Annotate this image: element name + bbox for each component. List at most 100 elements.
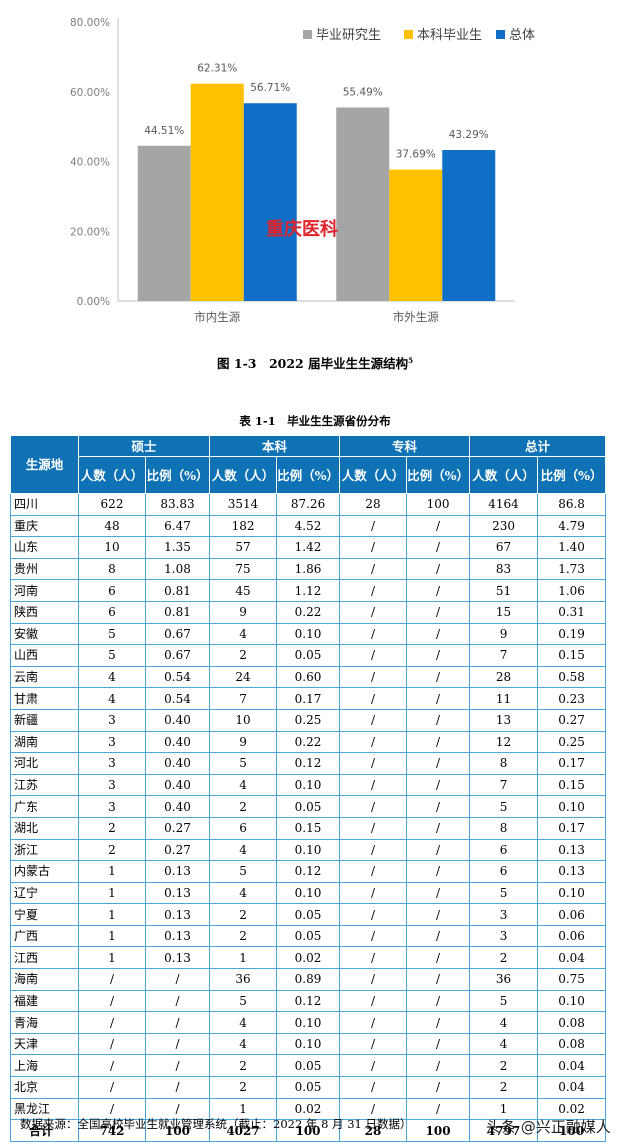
table-row: 重庆 48 6.47 182 4.52//230 4.79: [10, 514, 607, 538]
cell-undergrad-ratio: 0.05: [276, 924, 341, 948]
cell-total-count: 6: [469, 838, 539, 862]
cell-junior-count: /: [339, 752, 408, 775]
cell-junior-ratio: 100: [406, 493, 471, 516]
cell-master-count: 5: [78, 622, 146, 646]
cell-province: 山西: [10, 644, 79, 667]
cell-junior-ratio: /: [406, 968, 471, 991]
cell-junior-ratio: /: [406, 579, 471, 602]
cell-undergrad-count: 10: [209, 708, 278, 732]
cell-junior-count: /: [339, 795, 408, 818]
cell-master-ratio: /: [144, 968, 211, 991]
cell-master-ratio: 1.35: [144, 536, 211, 559]
cell-total-ratio: 0.75: [537, 968, 607, 991]
cell-province: 甘肃: [10, 687, 79, 710]
cell-total-ratio: 0.15: [537, 644, 607, 667]
cell-master-count: 3: [78, 708, 146, 732]
table-row: 湖南 3 0.40 9 0.22//12 0.25: [10, 730, 607, 754]
cell-province: 江苏: [10, 773, 79, 797]
header-count: 人数（人）: [209, 456, 278, 494]
table-row: 新疆 3 0.40 10 0.25//13 0.27: [10, 708, 607, 732]
cell-junior-count: /: [339, 946, 408, 970]
cell-junior-count: /: [339, 860, 408, 883]
cell-junior-ratio: /: [406, 687, 471, 710]
table-row: 广西 1 0.13 2 0.05//3 0.06: [10, 924, 607, 948]
cell-undergrad-ratio: 1.86: [276, 557, 341, 581]
cell-undergrad-count: 57: [209, 536, 278, 559]
cell-province: 新疆: [10, 708, 79, 732]
table-row: 河南 6 0.81 45 1.12//51 1.06: [10, 579, 607, 602]
cell-junior-ratio: /: [406, 881, 471, 905]
total-row: 合计 742 100 4027 100 28 100 4797 100: [10, 1119, 607, 1142]
cell-total-ratio: 0.04: [537, 1054, 607, 1078]
cell-master-count: /: [78, 1011, 146, 1034]
header-ratio: 比例（%）: [406, 456, 471, 494]
table-row: 云南 4 0.54 24 0.60//28 0.58: [10, 665, 607, 689]
cell-total-count: 4: [469, 1011, 539, 1034]
cell-master-ratio: 0.13: [144, 860, 211, 883]
cell-junior-ratio: /: [406, 1054, 471, 1078]
table-row: 湖北 2 0.27 6 0.15//8 0.17: [10, 816, 607, 840]
cell-province: 山东: [10, 536, 79, 559]
cell-undergrad-ratio: 0.12: [276, 989, 341, 1013]
cell-province: 内蒙古: [10, 860, 79, 883]
cell-total-count: 3: [469, 903, 539, 926]
cell-total-count: 230: [469, 514, 539, 538]
bar-value-label: 43.29%: [449, 129, 489, 141]
table-row: 辽宁 1 0.13 4 0.10//5 0.10: [10, 881, 607, 905]
cell-master-count: 1: [78, 881, 146, 905]
cell-junior-ratio: /: [406, 1076, 471, 1099]
bar-value-label: 55.49%: [343, 86, 383, 98]
cell-province: 辽宁: [10, 881, 79, 905]
cell-undergrad-count: 4: [209, 838, 278, 862]
cell-total-count: 8: [469, 752, 539, 775]
cell-master-count: 3: [78, 773, 146, 797]
cell-total-ratio: 0.10: [537, 881, 607, 905]
cell-total-count: 4797: [469, 1119, 539, 1142]
cell-undergrad-count: 75: [209, 557, 278, 581]
header-count: 人数（人）: [78, 456, 146, 494]
cell-undergrad-ratio: 0.12: [276, 860, 341, 883]
table-row: 海南 //36 0.89//36 0.75: [10, 968, 607, 991]
cell-total-count: 4: [469, 1032, 539, 1056]
cell-master-ratio: /: [144, 1076, 211, 1099]
y-tick-label: 40.00%: [70, 157, 110, 169]
header-count: 人数（人）: [339, 456, 408, 494]
cell-master-ratio: 0.13: [144, 946, 211, 970]
cell-junior-count: 28: [339, 1119, 408, 1142]
cell-junior-ratio: /: [406, 600, 471, 624]
cell-junior-ratio: /: [406, 816, 471, 840]
cell-total-ratio: 0.08: [537, 1032, 607, 1056]
header-group-junior: 专科: [339, 435, 471, 457]
cell-total-count: 7: [469, 644, 539, 667]
cell-total-ratio: 100: [537, 1119, 607, 1142]
cell-master-count: 1: [78, 903, 146, 926]
cell-total-count: 83: [469, 557, 539, 581]
cell-total-ratio: 0.17: [537, 816, 607, 840]
cell-total-count: 4164: [469, 493, 539, 516]
cell-total-count: 2: [469, 1054, 539, 1078]
cell-total-ratio: 4.79: [537, 514, 607, 538]
figure-caption: 图 1-3 2022 届毕业生生源结构5: [0, 353, 630, 372]
cell-undergrad-count: 45: [209, 579, 278, 602]
cell-master-count: 4: [78, 665, 146, 689]
cell-undergrad-ratio: 0.05: [276, 795, 341, 818]
table-row: 安徽 5 0.67 4 0.10//9 0.19: [10, 622, 607, 646]
cell-junior-ratio: 100: [406, 1119, 471, 1142]
cell-total-ratio: 0.04: [537, 1076, 607, 1099]
cell-total-ratio: 86.8: [537, 493, 607, 516]
cell-undergrad-ratio: 0.10: [276, 881, 341, 905]
cell-master-ratio: 0.27: [144, 816, 211, 840]
cell-master-count: 3: [78, 795, 146, 818]
table-row: 黑龙江 //1 0.02//1 0.02: [10, 1097, 607, 1121]
cell-junior-ratio: /: [406, 795, 471, 818]
header-ratio: 比例（%）: [276, 456, 341, 494]
cell-master-count: 1: [78, 924, 146, 948]
cell-province: 青海: [10, 1011, 79, 1034]
cell-total-ratio: 0.08: [537, 1011, 607, 1034]
grouped-bar-chart: 0.00% 20.00% 40.00% 60.00% 80.00% 44.51% 62.31…: [0, 0, 630, 340]
cell-undergrad-ratio: 0.15: [276, 816, 341, 840]
cell-total-ratio: 0.19: [537, 622, 607, 646]
cell-province: 合计: [10, 1119, 79, 1142]
cell-undergrad-count: 3514: [209, 493, 278, 516]
cell-junior-ratio: /: [406, 622, 471, 646]
